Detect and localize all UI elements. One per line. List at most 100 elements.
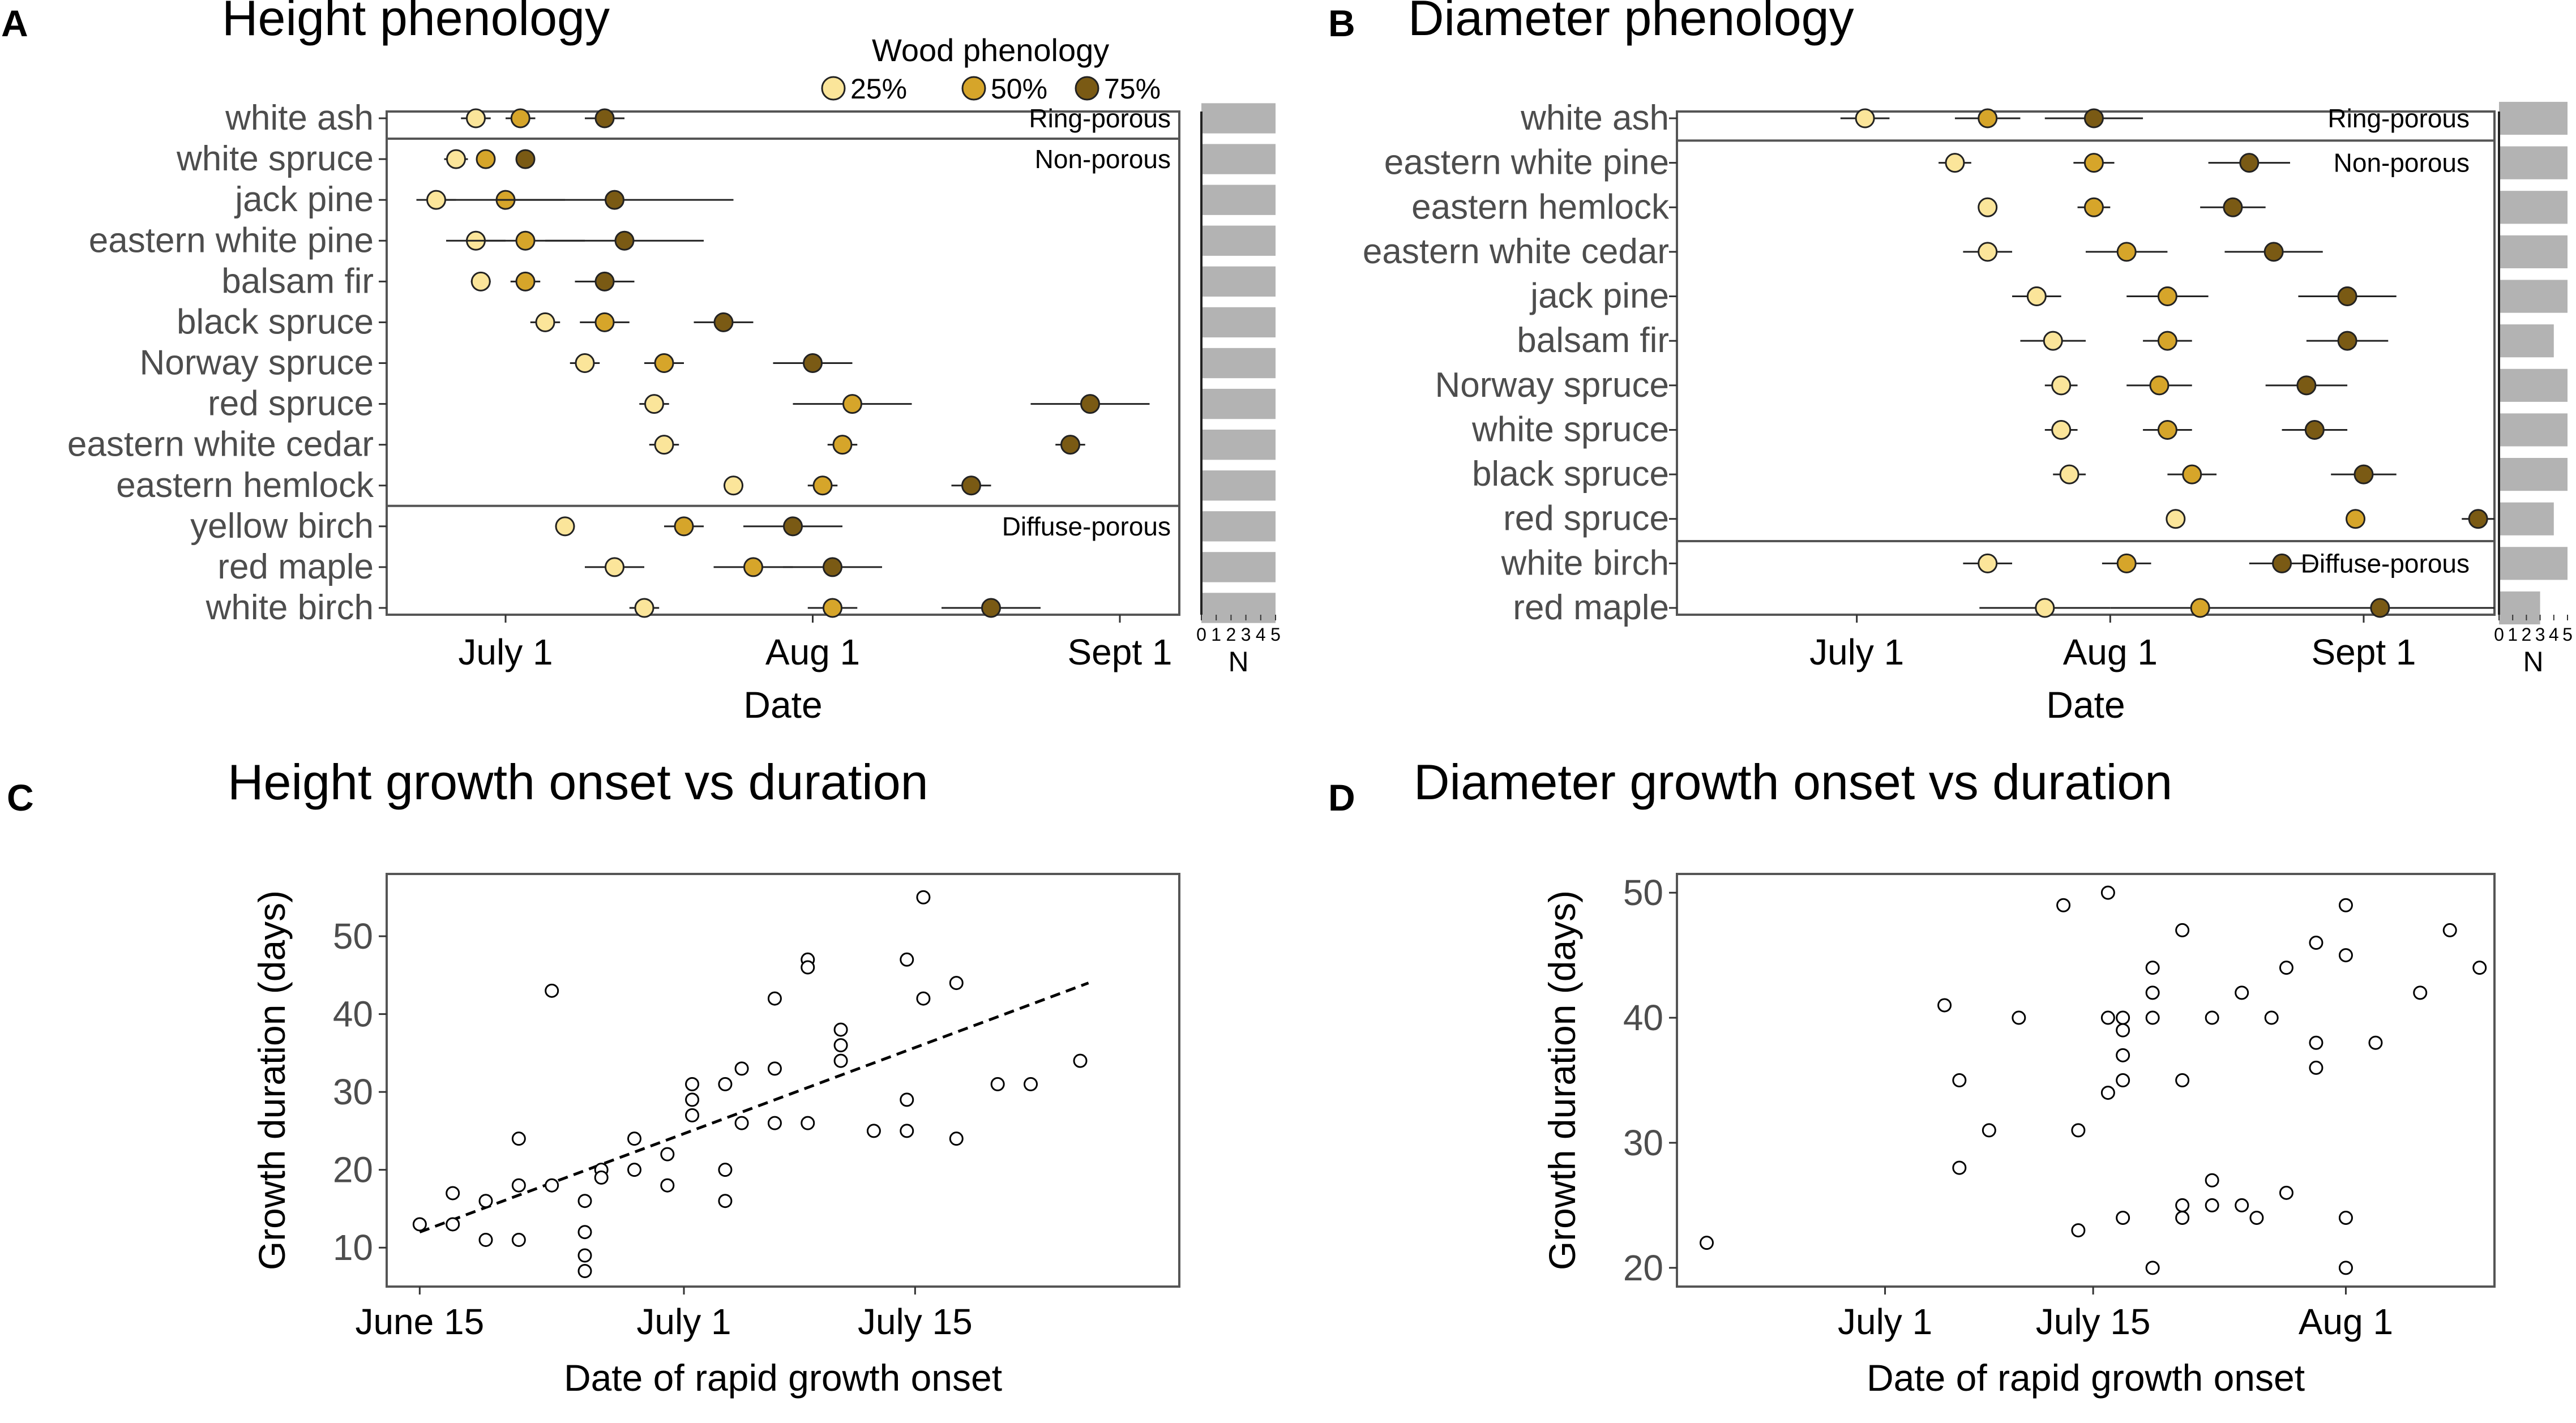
data-point [685,1108,700,1122]
point-q50 [823,598,842,618]
point-q25 [1945,153,1965,173]
data-point [2338,898,2353,912]
point-q75 [2337,331,2357,351]
data-point [2100,885,2115,900]
n-tick-label: 3 [2535,624,2545,645]
data-point [446,1217,460,1232]
x-tick-label: Sept 1 [2311,632,2416,672]
point-q50 [842,394,862,414]
species-label: eastern white cedar [67,425,374,464]
x-axis-label: Date of rapid growth onset [564,1357,1002,1399]
point-q75 [2083,108,2104,128]
data-point [2071,1123,2086,1138]
x-tick-label: July 1 [1809,632,1904,672]
legend-label-50: 50% [991,73,1047,105]
point-q50 [2083,153,2104,173]
data-point [2235,985,2249,1000]
n-bar [2499,591,2540,625]
n-bar [2499,547,2568,580]
data-point [2205,1010,2219,1025]
data-point [718,1194,733,1208]
point-q75 [614,230,635,251]
panel-d-title: Diameter growth onset vs duration [1414,754,2172,810]
data-point [2100,1010,2115,1025]
data-point [511,1178,526,1193]
y-tick-label: 50 [333,916,373,957]
point-q25 [535,312,555,332]
data-point [2116,1211,2130,1225]
n-bar [2499,146,2568,179]
data-point [2338,1261,2353,1275]
point-q50 [515,230,536,251]
plot-frame [1676,873,2496,1288]
data-point [767,1116,782,1130]
species-label: eastern white pine [89,221,374,260]
data-point [2175,923,2190,937]
point-q50 [2116,553,2137,573]
x-tick-label: Sept 1 [1067,632,1172,672]
data-point [2442,923,2457,937]
x-axis-label: Date of rapid growth onset [1867,1357,2305,1399]
legend-title: Wood phenology [872,32,1109,68]
data-point [2279,1185,2293,1200]
group-label-ring-porous: Ring-porous [1029,104,1171,133]
species-label: red spruce [1503,499,1669,538]
species-label: red maple [1513,588,1669,627]
species-label: yellow birch [190,507,374,546]
x-tick-label: Aug 1 [2063,632,2158,672]
y-tick-label: 40 [1623,997,1663,1038]
species-label: black spruce [177,302,374,341]
n-tick-label: 3 [1241,624,1251,645]
n-tick-label: 1 [2507,624,2518,645]
species-label: white birch [1501,543,1669,582]
legend-label-75: 75% [1104,73,1161,105]
panel-a-letter: A [1,2,28,44]
data-point [2205,1198,2219,1212]
x-tick-label: July 15 [2036,1301,2151,1342]
point-q50 [2157,419,2177,440]
data-point [1982,1123,1996,1138]
data-point [866,1124,881,1138]
point-q50 [2190,598,2210,618]
point-q50 [2157,331,2177,351]
n-tick-label: 0 [1196,624,1206,645]
n-axis-label: N [1228,646,1248,678]
point-q50 [1978,108,1998,128]
data-point [1700,1236,1714,1250]
legend-label-25: 25% [850,73,907,105]
data-point [545,983,559,998]
point-q50 [2346,509,2366,529]
n-bar [1201,307,1276,338]
species-label: balsam fir [1517,321,1669,360]
species-label: black spruce [1472,455,1669,494]
point-q50 [674,516,694,537]
y-axis-label: Growth duration (days) [251,890,293,1270]
data-point [660,1147,675,1161]
n-bar [2499,191,2568,224]
species-label: white spruce [1471,410,1669,449]
data-point [2145,1261,2160,1275]
point-q25 [426,190,446,210]
point-q75 [2239,153,2260,173]
point-q25 [575,353,595,373]
data-point [900,1092,914,1107]
y-tick-label: 40 [333,994,373,1035]
n-bar [1201,388,1276,419]
species-label: eastern hemlock [1411,187,1670,226]
point-q50 [476,149,496,169]
point-q25 [2051,375,2072,396]
data-point [1024,1077,1038,1091]
data-point [2249,1211,2264,1225]
data-point [2012,1010,2026,1025]
species-label: red maple [217,547,374,586]
point-q75 [594,271,615,292]
point-q75 [2263,242,2284,262]
point-q75 [515,149,536,169]
n-tick-label: 5 [2562,624,2573,645]
data-point [478,1232,493,1247]
y-tick-label: 30 [1623,1122,1663,1163]
data-point [1937,998,1952,1013]
data-point [2309,1060,2323,1075]
data-point [2116,1010,2130,1025]
n-bar [1201,185,1276,215]
